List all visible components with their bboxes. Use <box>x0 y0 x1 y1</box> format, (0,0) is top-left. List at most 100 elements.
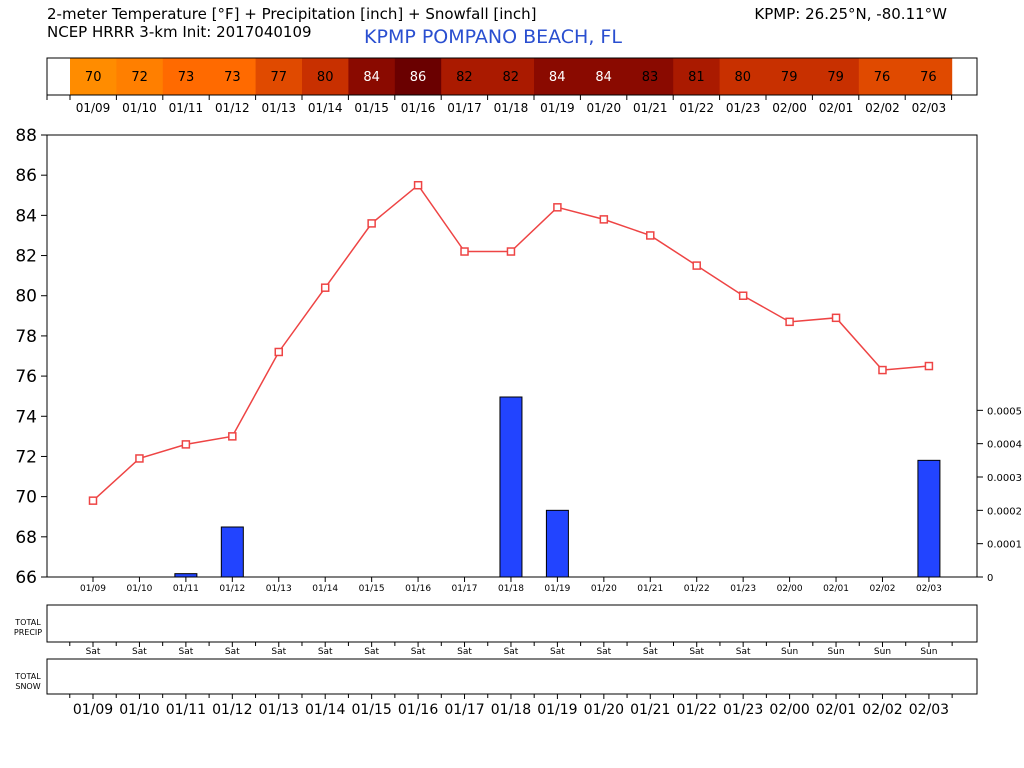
top-hour-label: 01/14 <box>308 101 343 115</box>
bottom-hour-label: 01/22 <box>677 702 717 718</box>
mid-hour-label: 01/22 <box>684 584 710 594</box>
y2-tick-label: 0.0005 <box>987 406 1022 417</box>
top-hour-label: 01/12 <box>215 101 250 115</box>
bottom-hour-label: 01/17 <box>444 702 484 718</box>
top-hour-label: 01/18 <box>494 101 529 115</box>
strip-value: 82 <box>503 70 520 85</box>
mid-hour-labels: 01/09 01/10 01/11 01/12 01/13 01/14 01/15 01/16… <box>80 584 942 594</box>
day-label: Sat <box>86 647 101 657</box>
strip-cell <box>116 58 164 95</box>
bottom-hour-label: 01/16 <box>398 702 438 718</box>
temperature-strip-ticks <box>46 95 953 100</box>
bottom-hour-label: 02/01 <box>816 702 856 718</box>
strip-value: 84 <box>549 70 566 85</box>
top-hour-label: 01/20 <box>587 101 622 115</box>
mid-hour-label: 01/13 <box>266 584 292 594</box>
mid-hour-label: 01/20 <box>591 584 617 594</box>
top-hour-label: 02/01 <box>819 101 854 115</box>
y2-tick-label: 0.0002 <box>987 506 1022 517</box>
strip-cell <box>255 58 303 95</box>
y2-tick-label: 0.0003 <box>987 473 1022 484</box>
day-label: Sun <box>874 647 891 657</box>
temperature-strip-frame <box>46 57 978 96</box>
strip-value: 80 <box>735 70 752 85</box>
strip-cell <box>534 58 581 95</box>
mid-hour-label: 02/02 <box>870 584 896 594</box>
y-tick-label: 86 <box>15 166 37 186</box>
temperature-marker <box>274 347 284 357</box>
top-hour-label: 02/00 <box>772 101 807 115</box>
y-tick-label: 78 <box>15 327 37 347</box>
strip-cell <box>766 58 813 95</box>
day-label: Sat <box>364 647 379 657</box>
strip-value: 80 <box>317 70 334 85</box>
day-label: Sat <box>643 647 658 657</box>
strip-cell <box>719 58 767 95</box>
temperature-marker <box>228 432 237 441</box>
bottom-hour-label: 01/23 <box>723 702 763 718</box>
top-hour-label: 01/11 <box>169 101 204 115</box>
day-label: Sat <box>504 647 519 657</box>
temperature-markers <box>88 180 934 505</box>
y2-tick-label: 0 <box>987 573 993 584</box>
mid-hour-label: 01/12 <box>219 584 245 594</box>
y-tick-label: 84 <box>15 206 37 226</box>
strip-value: 72 <box>131 70 148 85</box>
top-hour-label: 01/22 <box>679 101 714 115</box>
bottom-hour-label: 01/20 <box>584 702 624 718</box>
precip-bar <box>220 526 244 578</box>
strip-cell <box>812 58 860 95</box>
top-hour-labels: 01/09 01/10 01/11 01/12 01/13 01/14 01/15 01/16… <box>76 101 947 115</box>
y-tick-label: 70 <box>15 488 37 508</box>
y2-tick-label: 0.0004 <box>987 440 1022 451</box>
temperature-marker <box>367 219 376 228</box>
strip-value: 70 <box>85 70 102 85</box>
total-precip-ticks <box>69 642 953 647</box>
model-init-line: NCEP HRRR 3-km Init: 2017040109 <box>47 23 312 41</box>
mid-hour-label: 01/11 <box>173 584 199 594</box>
mid-hour-label: 02/01 <box>823 584 849 594</box>
strip-cell <box>162 58 210 95</box>
precip-y-axis: 0 0.0001 0.0002 0.0003 0.0004 0.0005 <box>977 406 1022 584</box>
top-hour-label: 01/23 <box>726 101 761 115</box>
total-snow-ticks <box>69 694 953 699</box>
bottom-hour-label: 01/12 <box>212 702 252 718</box>
station-coordinates: KPMP: 26.25°N, -80.11°W <box>754 5 947 23</box>
temperature-marker <box>181 440 191 449</box>
y-tick-label: 82 <box>15 247 37 267</box>
y-tick-label: 76 <box>15 367 37 387</box>
strip-value: 86 <box>410 70 427 85</box>
x-axis-ticks <box>92 577 930 582</box>
temperature-marker <box>599 215 609 224</box>
precip-bar <box>545 509 569 578</box>
total-snow-panel <box>46 658 978 695</box>
strip-value: 73 <box>224 70 241 85</box>
mid-hour-label: 01/15 <box>359 584 385 594</box>
top-hour-label: 02/02 <box>865 101 900 115</box>
day-label: Sat <box>318 647 333 657</box>
day-label: Sat <box>689 647 704 657</box>
mid-hour-label: 02/00 <box>777 584 803 594</box>
strip-cell <box>673 58 721 95</box>
bottom-hour-label: 02/03 <box>909 702 949 718</box>
day-label: Sun <box>827 647 844 657</box>
total-snow-label-line2: SNOW <box>15 682 40 691</box>
bottom-hour-label: 01/19 <box>537 702 577 718</box>
strip-cell <box>858 58 906 95</box>
mid-hour-label: 01/21 <box>637 584 663 594</box>
strip-value: 79 <box>827 70 844 85</box>
strip-value: 79 <box>781 70 798 85</box>
day-label: Sat <box>178 647 193 657</box>
total-snow-label-line1: TOTAL <box>14 672 41 681</box>
strip-value: 82 <box>456 70 473 85</box>
strip-value: 81 <box>688 70 705 85</box>
top-hour-label: 01/13 <box>261 101 296 115</box>
mid-hour-label: 01/16 <box>405 584 431 594</box>
temperature-y-axis: 66 68 70 72 74 76 78 80 82 84 86 88 <box>15 126 47 588</box>
strip-cell <box>626 58 674 95</box>
top-hour-label: 01/19 <box>540 101 575 115</box>
temperature-marker <box>413 180 423 190</box>
temperature-marker <box>785 317 794 327</box>
strip-cell <box>487 58 535 95</box>
temperature-marker <box>692 261 701 270</box>
